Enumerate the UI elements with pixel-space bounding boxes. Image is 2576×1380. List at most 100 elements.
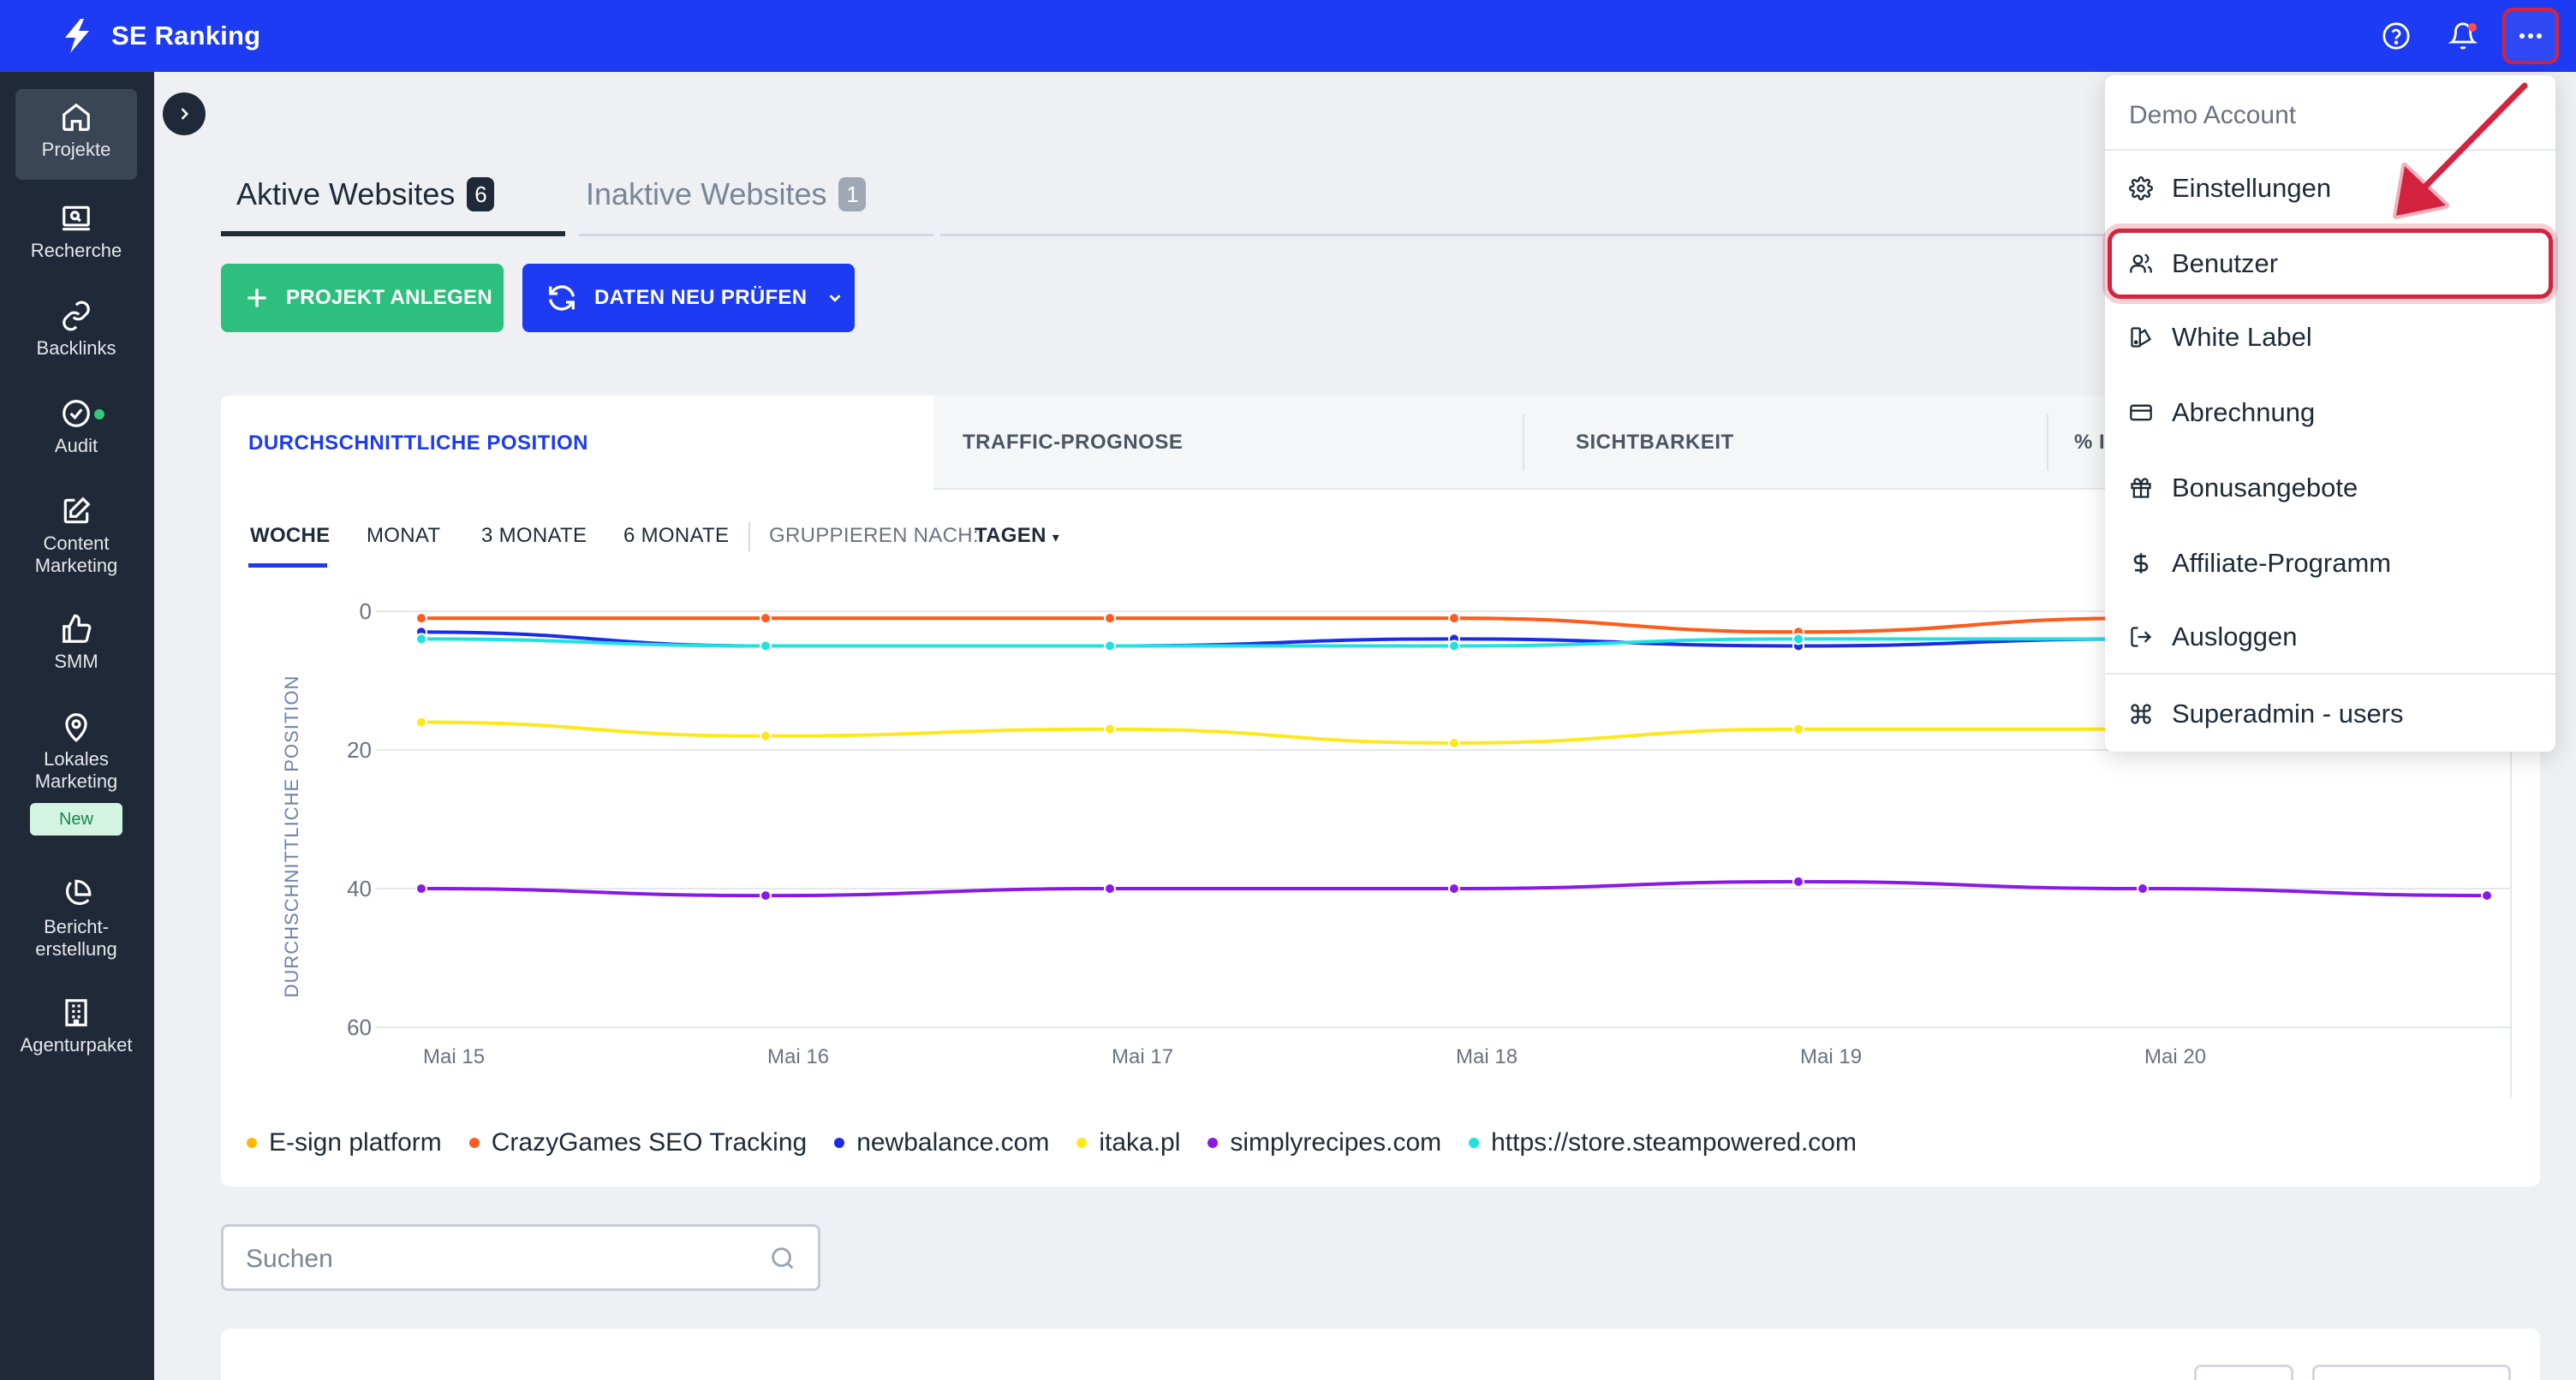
brand[interactable]: SE Ranking <box>57 15 260 57</box>
x-tick-label: Mai 19 <box>1800 1045 1862 1068</box>
menu-item-label: Bonusangebote <box>2172 473 2358 503</box>
sidebar-item-label: Audit <box>54 435 98 456</box>
pie-chart-icon <box>66 879 92 906</box>
sidebar-item-recherche[interactable]: Recherche <box>15 202 137 262</box>
x-tick-label: Mai 20 <box>2144 1045 2206 1068</box>
check-circle-icon <box>63 400 90 427</box>
tab-count-badge: 1 <box>838 177 867 211</box>
table-control-button[interactable] <box>2194 1365 2293 1380</box>
legend-item[interactable]: CrazyGames SEO Tracking <box>468 1128 807 1157</box>
legend-label: https://store.steampowered.com <box>1491 1128 1857 1157</box>
sidebar-item-label: Projekte <box>41 139 111 160</box>
period-week[interactable]: WOCHE <box>250 524 331 547</box>
more-horizontal-icon <box>2519 33 2542 39</box>
notifications-button[interactable] <box>2442 15 2484 57</box>
group-by-dropdown[interactable]: TAGEN ▾ <box>975 524 1059 548</box>
metric-tab-traffic-forecast[interactable]: TRAFFIC-PROGNOSE <box>935 396 1535 490</box>
sidebar-item-label: Agenturpaket <box>20 1034 133 1056</box>
menu-item-label: Affiliate-Programm <box>2172 548 2392 578</box>
more-menu-button[interactable] <box>2502 8 2559 64</box>
data-point <box>1448 612 1460 625</box>
notification-dot <box>2468 23 2477 32</box>
menu-item-abrechnung[interactable]: Abrechnung <box>2112 382 2549 443</box>
sidebar-item-audit[interactable]: Audit <box>15 397 137 457</box>
palette-icon <box>2131 327 2152 348</box>
legend-item[interactable]: E-sign platform <box>247 1128 442 1157</box>
metric-tab-label: TRAFFIC-PROGNOSE <box>963 431 1184 454</box>
credit-card-icon <box>2130 404 2152 421</box>
data-point <box>415 883 427 895</box>
search-input[interactable] <box>246 1244 725 1275</box>
data-point <box>1448 639 1460 652</box>
menu-item-label: White Label <box>2172 322 2312 352</box>
legend-item[interactable]: https://store.steampowered.com <box>1469 1128 1857 1157</box>
sidebar-item-label: Recherche <box>30 240 122 261</box>
period-6-months[interactable]: 6 MONATE <box>623 524 730 547</box>
legend-label: itaka.pl <box>1099 1128 1181 1157</box>
edit-icon <box>63 497 91 524</box>
chart-legend: E-sign platform CrazyGames SEO Tracking ne… <box>247 1128 1884 1157</box>
sidebar-item-smm[interactable]: SMM <box>15 613 137 673</box>
tab-inaktive-websites[interactable]: Inaktive Websites 1 <box>586 176 867 212</box>
table-control-button[interactable] <box>2312 1365 2511 1380</box>
map-pin-icon <box>65 713 87 742</box>
projects-table-card <box>221 1329 2540 1380</box>
metric-tab-percent[interactable]: % I <box>2054 396 2225 490</box>
search-icon <box>772 1247 794 1270</box>
sidebar-item-berichterstellung[interactable]: Bericht-erstellung <box>15 878 137 961</box>
sidebar: Projekte Recherche Backlinks Audit Conte… <box>0 72 154 1380</box>
tab-label: Aktive Websites <box>236 176 456 211</box>
chevron-down-icon[interactable] <box>826 288 844 307</box>
sidebar-item-label: Lokales Marketing <box>34 748 118 792</box>
legend-item[interactable]: newbalance.com <box>834 1128 1049 1157</box>
legend-dot <box>247 1138 257 1148</box>
menu-item-affiliate-programm[interactable]: Affiliate-Programm <box>2112 532 2549 594</box>
plus-icon <box>247 288 266 307</box>
menu-item-ausloggen[interactable]: Ausloggen <box>2112 606 2549 668</box>
metric-tab-label: SICHTBARKEIT <box>1576 431 1734 454</box>
series-line <box>420 637 2143 648</box>
x-tick-label: Mai 15 <box>423 1045 485 1068</box>
data-point <box>1448 736 1460 749</box>
tab-aktive-websites[interactable]: Aktive Websites 6 <box>236 176 495 212</box>
recheck-data-button[interactable]: DATEN NEU PRÜFEN <box>522 264 855 332</box>
menu-item-bonusangebote[interactable]: Bonusangebote <box>2112 457 2549 519</box>
sidebar-item-agenturpaket[interactable]: Agenturpaket <box>15 996 137 1056</box>
sidebar-item-backlinks[interactable]: Backlinks <box>15 300 137 360</box>
data-point <box>760 729 772 742</box>
data-point <box>1104 612 1116 625</box>
create-project-button[interactable]: PROJEKT ANLEGEN <box>221 264 504 332</box>
sidebar-item-lokales-marketing[interactable]: Lokales Marketing New <box>15 711 137 836</box>
brand-name: SE Ranking <box>111 21 261 51</box>
x-tick-label: Mai 16 <box>767 1045 829 1068</box>
period-active-indicator <box>248 563 327 568</box>
menu-item-white-label[interactable]: White Label <box>2112 306 2549 368</box>
data-point <box>415 633 427 645</box>
menu-item-label: Ausloggen <box>2172 622 2298 651</box>
metric-divider <box>2047 414 2048 471</box>
menu-item-label: Einstellungen <box>2172 173 2332 203</box>
sidebar-item-projekte[interactable]: Projekte <box>15 89 137 180</box>
series-line <box>420 720 2143 745</box>
period-month[interactable]: MONAT <box>367 524 441 547</box>
metric-tab-visibility[interactable]: SICHTBARKEIT <box>1548 396 2028 490</box>
sidebar-expand-button[interactable] <box>163 92 206 135</box>
search-box[interactable] <box>221 1224 820 1291</box>
menu-item-einstellungen[interactable]: Einstellungen <box>2112 158 2549 219</box>
sidebar-item-label: Content Marketing <box>34 532 118 576</box>
sidebar-item-content-marketing[interactable]: Content Marketing <box>15 495 137 577</box>
active-tab-indicator <box>221 231 565 236</box>
help-button[interactable] <box>2376 15 2417 57</box>
menu-item-superadmin-users[interactable]: Superadmin - users <box>2112 683 2549 745</box>
thumbs-up-icon <box>63 614 92 643</box>
menu-item-benutzer[interactable]: Benutzer <box>2108 229 2553 299</box>
metric-tab-average-position[interactable]: DURCHSCHNITTLICHE POSITION <box>221 396 933 491</box>
data-point <box>1104 723 1116 735</box>
sidebar-item-label: Backlinks <box>36 337 116 359</box>
legend-item[interactable]: itaka.pl <box>1076 1128 1180 1157</box>
period-3-months[interactable]: 3 MONATE <box>481 524 587 547</box>
legend-item[interactable]: simplyrecipes.com <box>1208 1128 1441 1157</box>
se-ranking-logo-icon <box>65 19 89 53</box>
y-axis-label: DURCHSCHNITTLICHE POSITION <box>281 675 302 998</box>
y-tick-label: 20 <box>347 737 372 763</box>
